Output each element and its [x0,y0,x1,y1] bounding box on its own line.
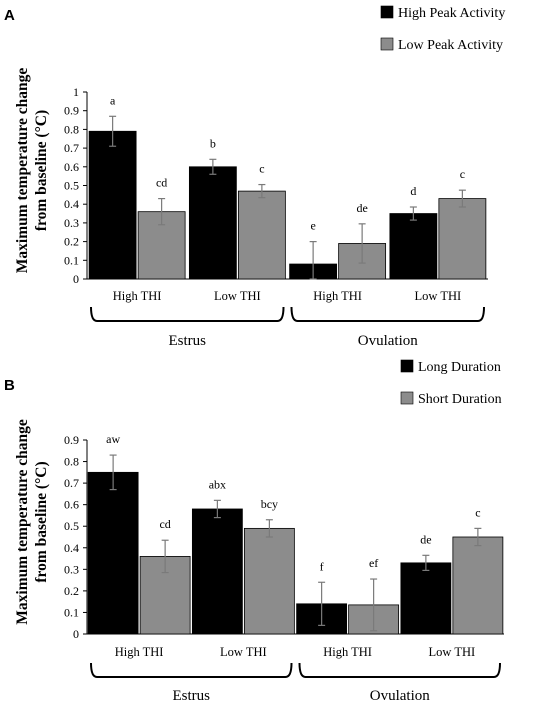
legend-swatch [380,37,394,51]
group-label: Ovulation [358,333,418,349]
panel-a: A 0 0.1 0.2 0.3 0.4 0.5 0.6 0.7 0.8 0.9 1 Maximum te… [4,5,505,349]
data-label: ef [369,556,378,570]
panel-letter: B [4,377,15,394]
y-tick-label: 0.7 [64,141,79,155]
data-label: de [420,532,431,546]
y-axis-label-line1: Maximum temperature change [14,419,31,625]
x-tick-label: Low THI [415,289,462,303]
y-axis-label-line2: from baseline (°C) [33,110,50,231]
x-tick-label: Low THI [214,289,261,303]
y-axis-label: Maximum temperature change from baseline … [14,419,50,625]
bar [243,527,295,635]
bar [87,471,139,635]
bar [389,213,438,280]
y-tick-label: 0.1 [64,605,79,619]
data-label: c [460,167,465,181]
panel-b: B 0 0.1 0.2 0.3 0.4 0.5 0.6 0.7 0.8 0.9 Maximum tem… [4,359,504,704]
data-label: a [110,93,116,107]
bar [191,508,243,635]
data-label: b [210,136,216,150]
data-label: d [410,184,416,198]
y-tick-label: 0.1 [64,253,79,267]
data-label: c [475,505,480,519]
legend-label: Long Duration [418,360,501,375]
y-tick-label: 1 [73,85,79,99]
bar [88,130,137,280]
bar [237,190,286,280]
y-axis-label-line2: from baseline (°C) [33,461,50,582]
y-tick-label: 0.2 [64,235,79,249]
group-label: Ovulation [370,688,430,704]
data-label: abx [209,477,226,491]
y-axis-label: Maximum temperature change from baseline … [14,68,50,274]
bar [438,198,487,280]
legend-swatch [380,5,394,19]
legend-label: Short Duration [418,392,502,407]
x-tick-label: High THI [113,289,162,303]
y-tick-label: 0.4 [64,541,79,555]
x-tick-label: High THI [115,645,164,659]
data-label: aw [106,432,120,446]
x-tick-label: High THI [313,289,362,303]
y-tick-label: 0.9 [64,104,79,118]
y-tick-label: 0.6 [64,498,79,512]
data-label: cd [159,517,170,531]
bar [188,166,237,280]
data-label: bcy [261,497,278,511]
data-label: f [320,559,324,573]
y-tick-label: 0.2 [64,584,79,598]
y-tick-label: 0.4 [64,197,79,211]
y-tick-label: 0.8 [64,455,79,469]
y-tick-label: 0.3 [64,562,79,576]
group-bracket [90,306,285,322]
y-tick-label: 0.5 [64,519,79,533]
group-bracket [90,662,293,678]
y-tick-label: 0.3 [64,216,79,230]
data-label: cd [156,176,167,190]
group-bracket [298,662,501,678]
x-tick-label: High THI [323,645,372,659]
y-tick-label: 0.7 [64,476,79,490]
y-tick-label: 0.8 [64,122,79,136]
y-tick-label: 0.9 [64,433,79,447]
y-tick-label: 0.5 [64,179,79,193]
group-label: Estrus [173,688,211,704]
legend-label: Low Peak Activity [398,38,503,53]
legend-swatch [400,391,414,405]
group-label: Estrus [169,333,207,349]
data-label: c [259,162,264,176]
legend-label: High Peak Activity [398,6,505,21]
y-tick-label: 0 [73,627,79,641]
bar [400,562,452,635]
group-bracket [290,306,485,322]
data-label: de [356,201,367,215]
x-tick-label: Low THI [429,645,476,659]
data-label: e [310,219,315,233]
bar [452,536,504,635]
y-tick-label: 0 [73,272,79,286]
legend-swatch [400,359,414,373]
panel-letter: A [4,7,15,24]
y-axis-label-line1: Maximum temperature change [14,68,31,274]
y-tick-label: 0.6 [64,160,79,174]
x-tick-label: Low THI [220,645,267,659]
